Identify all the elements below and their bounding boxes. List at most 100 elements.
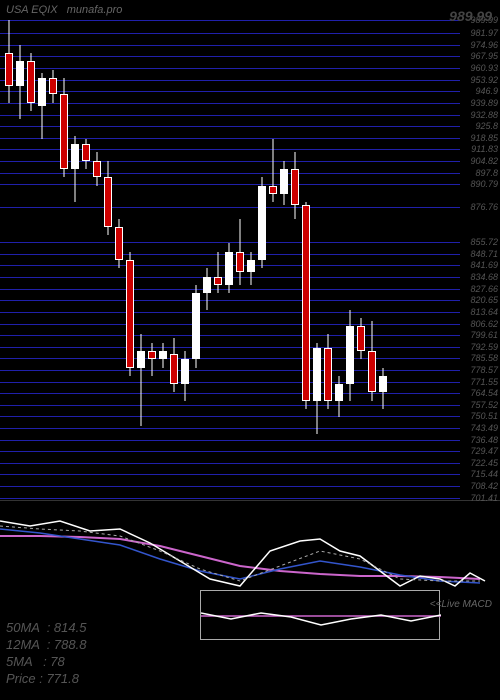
candle xyxy=(203,268,211,309)
y-axis-label: 736.48 xyxy=(470,435,498,445)
y-axis-label: 939.89 xyxy=(470,98,498,108)
y-axis-label: 974.96 xyxy=(470,40,498,50)
gridline xyxy=(0,440,460,441)
y-axis-label: 981.97 xyxy=(470,28,498,38)
gridline xyxy=(0,56,460,57)
gridline xyxy=(0,498,460,499)
y-axis-label: 904.82 xyxy=(470,156,498,166)
y-axis-label: 841.69 xyxy=(470,260,498,270)
y-axis-label: 715.44 xyxy=(470,469,498,479)
gridline xyxy=(0,173,460,174)
candle xyxy=(181,351,189,401)
y-axis-label: 897.8 xyxy=(475,168,498,178)
candle xyxy=(280,161,288,206)
gridline xyxy=(0,463,460,464)
gridline xyxy=(0,428,460,429)
gridline xyxy=(0,126,460,127)
gridline xyxy=(0,149,460,150)
gridline xyxy=(0,358,460,359)
y-axis-label: 750.51 xyxy=(470,411,498,421)
y-axis-label: 757.52 xyxy=(470,400,498,410)
candle xyxy=(82,139,90,169)
y-axis-label: 834.68 xyxy=(470,272,498,282)
candle xyxy=(258,177,266,268)
gridline xyxy=(0,370,460,371)
candle xyxy=(159,343,167,368)
y-axis-label: 799.61 xyxy=(470,330,498,340)
candle xyxy=(313,343,321,434)
gridline xyxy=(0,312,460,313)
y-axis-label: 932.88 xyxy=(470,110,498,120)
gridline xyxy=(0,20,460,21)
candle xyxy=(214,252,222,293)
gridline xyxy=(0,393,460,394)
indicator-line xyxy=(0,526,480,581)
y-axis-label: 876.76 xyxy=(470,202,498,212)
current-price: 989.99 xyxy=(449,8,492,24)
candle xyxy=(49,70,57,103)
candle xyxy=(247,252,255,285)
candle xyxy=(115,219,123,269)
candle xyxy=(148,343,156,376)
gridline xyxy=(0,451,460,452)
gridline xyxy=(0,207,460,208)
y-axis-label: 911.83 xyxy=(471,144,498,154)
y-axis-label: 743.49 xyxy=(470,423,498,433)
gridline xyxy=(0,347,460,348)
source-label: munafa.pro xyxy=(67,4,123,16)
y-axis-label: 785.58 xyxy=(470,353,498,363)
candle xyxy=(60,78,68,177)
indicator-line xyxy=(0,529,480,583)
candle xyxy=(192,285,200,368)
candle xyxy=(16,45,24,119)
candle xyxy=(170,338,178,393)
y-axis-label: 890.79 xyxy=(470,179,498,189)
candle xyxy=(225,243,233,293)
y-axis-label: 967.95 xyxy=(470,51,498,61)
gridline xyxy=(0,161,460,162)
y-axis-label: 764.54 xyxy=(470,388,498,398)
candle xyxy=(27,53,35,111)
gridline xyxy=(0,80,460,81)
gridline xyxy=(0,486,460,487)
candle xyxy=(38,73,46,139)
ticker-label: USA EQIX xyxy=(6,4,58,16)
y-axis-label: 946.9 xyxy=(475,86,498,96)
gridline xyxy=(0,33,460,34)
y-axis-label: 953.92 xyxy=(470,75,498,85)
y-axis-label: 778.57 xyxy=(470,365,498,375)
candle xyxy=(126,252,134,376)
gridline xyxy=(0,300,460,301)
gridline xyxy=(0,416,460,417)
macd-label: <<Live MACD xyxy=(430,599,492,610)
stat-row: 12MA : 788.8 xyxy=(6,637,86,654)
gridline xyxy=(0,474,460,475)
candle xyxy=(302,202,310,409)
candle xyxy=(368,321,376,400)
y-axis-label: 729.47 xyxy=(470,446,498,456)
gridline xyxy=(0,115,460,116)
gridline xyxy=(0,68,460,69)
candle xyxy=(236,219,244,285)
y-axis-label: 708.42 xyxy=(470,481,498,491)
candle xyxy=(335,376,343,417)
candle xyxy=(291,152,299,218)
candlestick-chart xyxy=(0,20,460,500)
stat-row: Price : 771.8 xyxy=(6,671,86,688)
candle xyxy=(346,310,354,401)
candle xyxy=(269,139,277,202)
y-axis-label: 820.65 xyxy=(470,295,498,305)
gridline xyxy=(0,184,460,185)
y-axis-label: 925.8 xyxy=(475,121,498,131)
y-axis-label: 806.62 xyxy=(470,319,498,329)
gridline xyxy=(0,405,460,406)
y-axis-label: 918.85 xyxy=(470,133,498,143)
y-axis-label: 722.45 xyxy=(470,458,498,468)
indicator-line xyxy=(0,536,480,579)
candle xyxy=(5,20,13,103)
y-axis-label: 701.41 xyxy=(470,493,498,503)
y-axis-label: 855.72 xyxy=(470,237,498,247)
gridline xyxy=(0,324,460,325)
candle xyxy=(379,368,387,409)
stat-row: 50MA : 814.5 xyxy=(6,620,86,637)
